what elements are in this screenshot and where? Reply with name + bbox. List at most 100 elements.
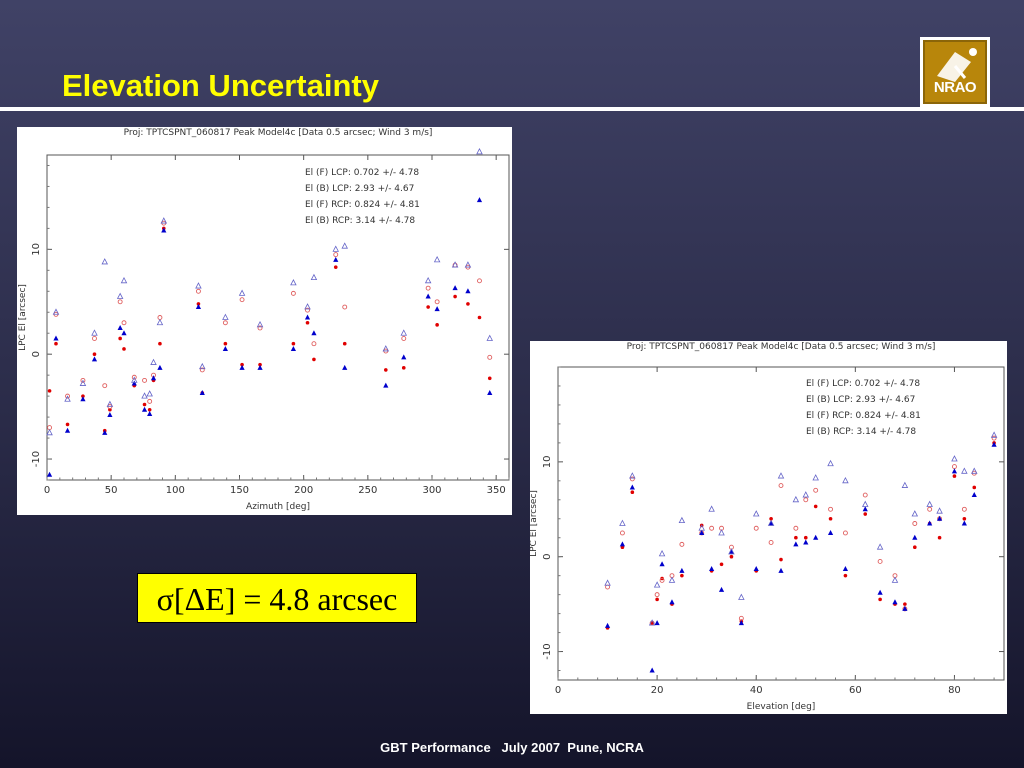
y-tick-label: -10 [31,451,42,467]
data-point [668,576,676,583]
data-point [779,557,783,562]
data-point [777,472,785,479]
plot-frame [557,366,1005,681]
data-point [842,476,849,484]
data-point [453,294,457,299]
series-3 [604,441,997,673]
data-point [81,394,85,398]
data-point [465,288,471,294]
plot-frame [46,154,510,481]
data-point [629,472,636,479]
data-point [425,293,431,299]
data-point [106,400,114,407]
data-point [257,364,263,370]
series-1 [605,441,996,630]
data-point [753,525,759,531]
data-point [451,261,459,268]
data-point [291,341,296,346]
data-point [425,285,431,291]
data-point [728,548,735,555]
data-point [46,428,53,436]
data-point [258,362,262,367]
y-axis-label: LPC El [arcsec] [530,490,539,557]
data-point [794,535,798,540]
data-point [121,330,127,336]
data-point [936,507,943,514]
data-point [678,516,686,524]
x-tick-label: 0 [555,685,561,696]
x-tick-label: 250 [358,485,377,496]
data-point [655,597,659,602]
x-axis-label: Azimuth [deg] [246,502,310,512]
data-point [433,255,441,263]
data-point [768,520,774,526]
data-point [65,393,70,399]
data-point [305,320,310,325]
data-point [101,258,109,265]
data-point [991,441,997,447]
data-point [649,667,655,673]
data-point [912,534,918,540]
data-point [892,599,898,605]
y-tick-label: 0 [31,351,42,357]
x-tick-label: 200 [294,485,313,496]
data-point [778,567,784,573]
x-tick-label: 150 [230,485,249,496]
data-point [79,379,87,386]
title-rule [0,107,1024,111]
data-point [926,500,933,507]
data-point [157,364,163,370]
data-point [971,492,977,498]
data-point [80,396,86,402]
data-point [131,380,137,386]
data-point [990,431,998,438]
data-point [861,500,869,507]
data-point [951,455,958,462]
plot-title: Proj: TPTCSPNT_060817 Peak Model4c [Data… [124,128,433,138]
data-point [146,390,153,397]
data-point [435,323,439,327]
data-point [793,541,799,547]
data-point [222,320,228,326]
data-point [92,336,97,341]
data-point [434,299,440,305]
series-3 [46,197,493,477]
data-point [778,483,784,489]
data-point [718,586,725,592]
data-point [878,597,882,602]
x-tick-label: 40 [750,685,763,696]
x-tick-label: 0 [44,485,50,496]
x-tick-label: 100 [166,485,185,496]
data-point [342,341,347,346]
data-point [487,354,493,360]
data-point [342,364,348,370]
legend-entry: El (F) LCP: 0.702 +/- 4.78 [305,168,419,178]
azimuth-scatter-plot: Proj: TPTCSPNT_060817 Peak Model4c [Data… [18,128,510,512]
data-point [452,285,458,291]
data-point [239,364,245,370]
legend-entry: El (B) LCP: 2.93 +/- 4.67 [806,395,915,405]
data-point [877,558,883,564]
data-point [629,476,635,482]
data-point [401,354,407,360]
data-point [738,620,744,626]
data-point [290,279,297,286]
data-point [486,334,494,341]
data-point [290,345,296,351]
x-axis-label: Elevation [deg] [747,702,816,712]
data-point [52,308,60,315]
data-point [951,464,957,470]
data-point [400,329,408,336]
data-point [903,602,907,606]
data-point [680,573,684,578]
data-point [196,302,201,306]
data-point [913,545,917,550]
data-point [802,491,810,498]
data-point [709,525,715,531]
data-point [401,336,407,341]
telescope-icon [937,48,977,82]
data-point [141,392,148,399]
data-point [971,467,978,474]
data-point [842,530,848,536]
data-point [653,581,661,588]
